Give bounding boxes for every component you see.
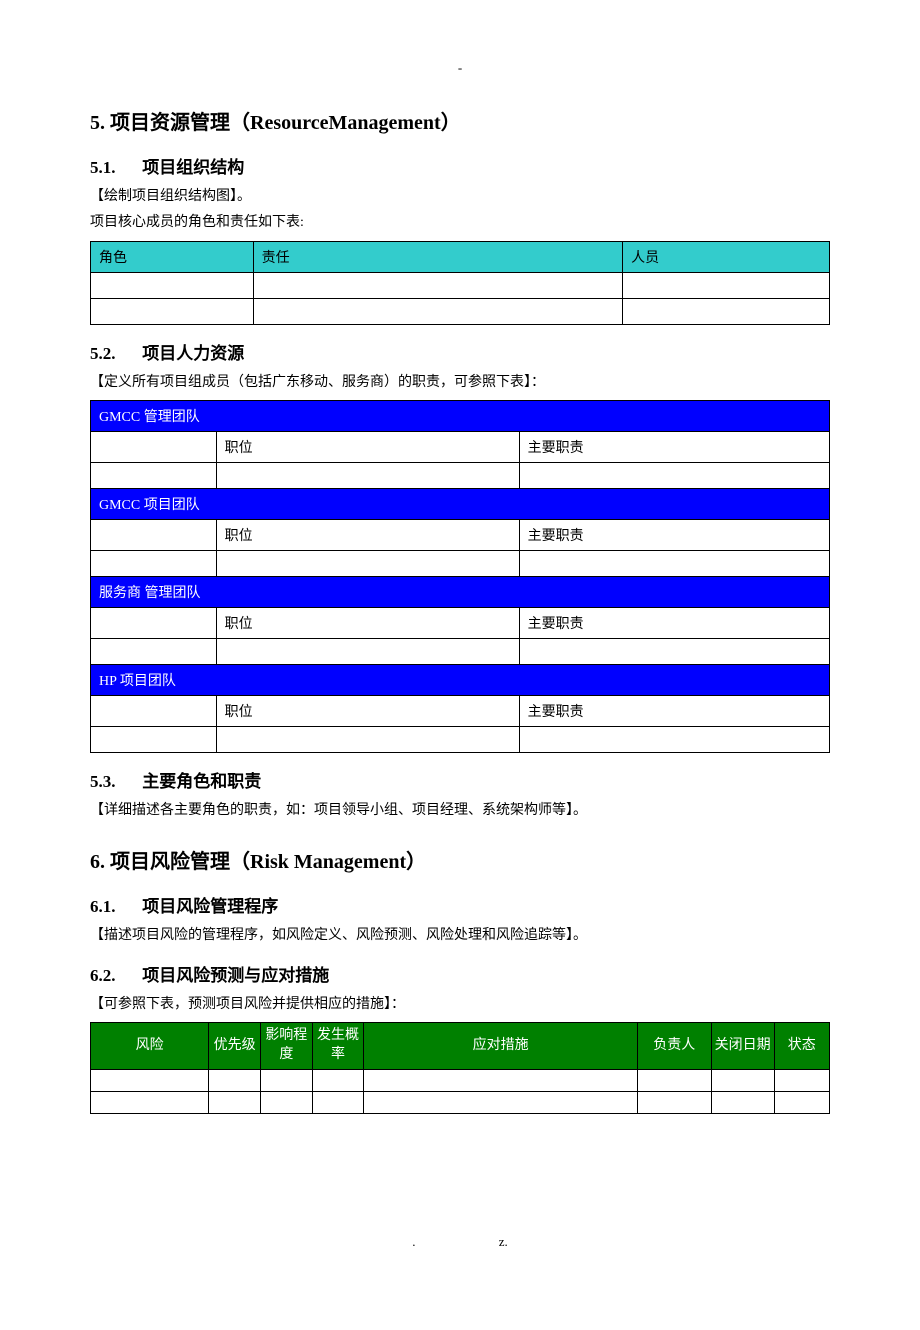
footer-dot: . xyxy=(412,1234,415,1249)
hr-col-blank xyxy=(91,520,217,551)
hr-header-row: 职位 主要职责 xyxy=(91,432,830,463)
page-top-dash: - xyxy=(90,60,830,76)
footer-z: z. xyxy=(499,1234,508,1249)
table-row xyxy=(91,272,830,298)
hr-header-row: 职位 主要职责 xyxy=(91,696,830,727)
heading-6-2-num: 6.2. xyxy=(90,966,138,986)
table-row xyxy=(91,639,830,665)
heading-6-1-num: 6.1. xyxy=(90,897,138,917)
hr-section-title: HP 项目团队 xyxy=(91,665,830,696)
note-6-2: 【可参照下表，预测项目风险并提供相应的措施】： xyxy=(90,994,830,1016)
table-row xyxy=(91,463,830,489)
hr-col-position: 职位 xyxy=(216,520,519,551)
heading-5-1: 5.1. 项目组织结构 xyxy=(90,153,830,178)
heading-5-2: 5.2. 项目人力资源 xyxy=(90,339,830,364)
hr-section-gmcc-proj: GMCC 项目团队 xyxy=(91,489,830,520)
hr-section-hp-proj: HP 项目团队 xyxy=(91,665,830,696)
risk-col-impact: 影响程度 xyxy=(260,1023,312,1070)
hr-section-title: GMCC 项目团队 xyxy=(91,489,830,520)
page-footer: . z. xyxy=(90,1234,830,1250)
heading-5-3: 5.3. 主要角色和职责 xyxy=(90,767,830,792)
hr-col-duty: 主要职责 xyxy=(519,520,829,551)
heading-5-1-num: 5.1. xyxy=(90,158,138,178)
hr-section-vendor-mgmt: 服务商 管理团队 xyxy=(91,577,830,608)
heading-6: 6. 项目风险管理（Risk Management） xyxy=(90,845,830,874)
table-risk: 风险 优先级 影响程度 发生概率 应对措施 负责人 关闭日期 状态 xyxy=(90,1022,830,1114)
risk-col-close-date: 关闭日期 xyxy=(711,1023,774,1070)
heading-5-2-num: 5.2. xyxy=(90,344,138,364)
table-row xyxy=(91,1070,830,1092)
table-roles-col-duty: 责任 xyxy=(253,241,623,272)
table-risk-header-row: 风险 优先级 影响程度 发生概率 应对措施 负责人 关闭日期 状态 xyxy=(91,1023,830,1070)
table-row xyxy=(91,551,830,577)
heading-6-2-text: 项目风险预测与应对措施 xyxy=(142,966,329,985)
note-6-1: 【描述项目风险的管理程序，如风险定义、风险预测、风险处理和风险追踪等】。 xyxy=(90,925,830,947)
hr-col-blank xyxy=(91,696,217,727)
table-row xyxy=(91,298,830,324)
heading-5-2-text: 项目人力资源 xyxy=(142,344,244,363)
risk-col-priority: 优先级 xyxy=(209,1023,261,1070)
table-roles-header-row: 角色 责任 人员 xyxy=(91,241,830,272)
table-row xyxy=(91,727,830,753)
table-hr: GMCC 管理团队 职位 主要职责 GMCC 项目团队 职位 主要职责 服务商 … xyxy=(90,400,830,753)
hr-col-blank xyxy=(91,432,217,463)
hr-section-title: GMCC 管理团队 xyxy=(91,401,830,432)
hr-col-duty: 主要职责 xyxy=(519,432,829,463)
table-roles-col-person: 人员 xyxy=(623,241,830,272)
risk-col-status: 状态 xyxy=(774,1023,829,1070)
note-5-2: 【定义所有项目组成员（包括广东移动、服务商）的职责，可参照下表】： xyxy=(90,372,830,394)
table-row xyxy=(91,1092,830,1114)
risk-col-risk: 风险 xyxy=(91,1023,209,1070)
heading-6-2: 6.2. 项目风险预测与应对措施 xyxy=(90,961,830,986)
hr-col-position: 职位 xyxy=(216,696,519,727)
risk-col-prob: 发生概率 xyxy=(312,1023,364,1070)
risk-col-owner: 负责人 xyxy=(637,1023,711,1070)
heading-5: 5. 项目资源管理（ResourceManagement） xyxy=(90,106,830,135)
note-5-1-a: 【绘制项目组织结构图】。 xyxy=(90,186,830,208)
heading-5-3-text: 主要角色和职责 xyxy=(142,772,261,791)
hr-col-duty: 主要职责 xyxy=(519,696,829,727)
hr-header-row: 职位 主要职责 xyxy=(91,608,830,639)
heading-6-1: 6.1. 项目风险管理程序 xyxy=(90,892,830,917)
note-5-3: 【详细描述各主要角色的职责，如：项目领导小组、项目经理、系统架构师等】。 xyxy=(90,800,830,822)
hr-col-position: 职位 xyxy=(216,432,519,463)
heading-6-1-text: 项目风险管理程序 xyxy=(142,897,278,916)
heading-5-1-text: 项目组织结构 xyxy=(142,158,244,177)
table-roles: 角色 责任 人员 xyxy=(90,241,830,325)
hr-col-position: 职位 xyxy=(216,608,519,639)
table-roles-col-role: 角色 xyxy=(91,241,254,272)
hr-col-duty: 主要职责 xyxy=(519,608,829,639)
hr-section-title: 服务商 管理团队 xyxy=(91,577,830,608)
risk-col-action: 应对措施 xyxy=(364,1023,637,1070)
note-5-1-b: 项目核心成员的角色和责任如下表: xyxy=(90,212,830,234)
hr-header-row: 职位 主要职责 xyxy=(91,520,830,551)
hr-section-gmcc-mgmt: GMCC 管理团队 xyxy=(91,401,830,432)
heading-5-3-num: 5.3. xyxy=(90,772,138,792)
hr-col-blank xyxy=(91,608,217,639)
